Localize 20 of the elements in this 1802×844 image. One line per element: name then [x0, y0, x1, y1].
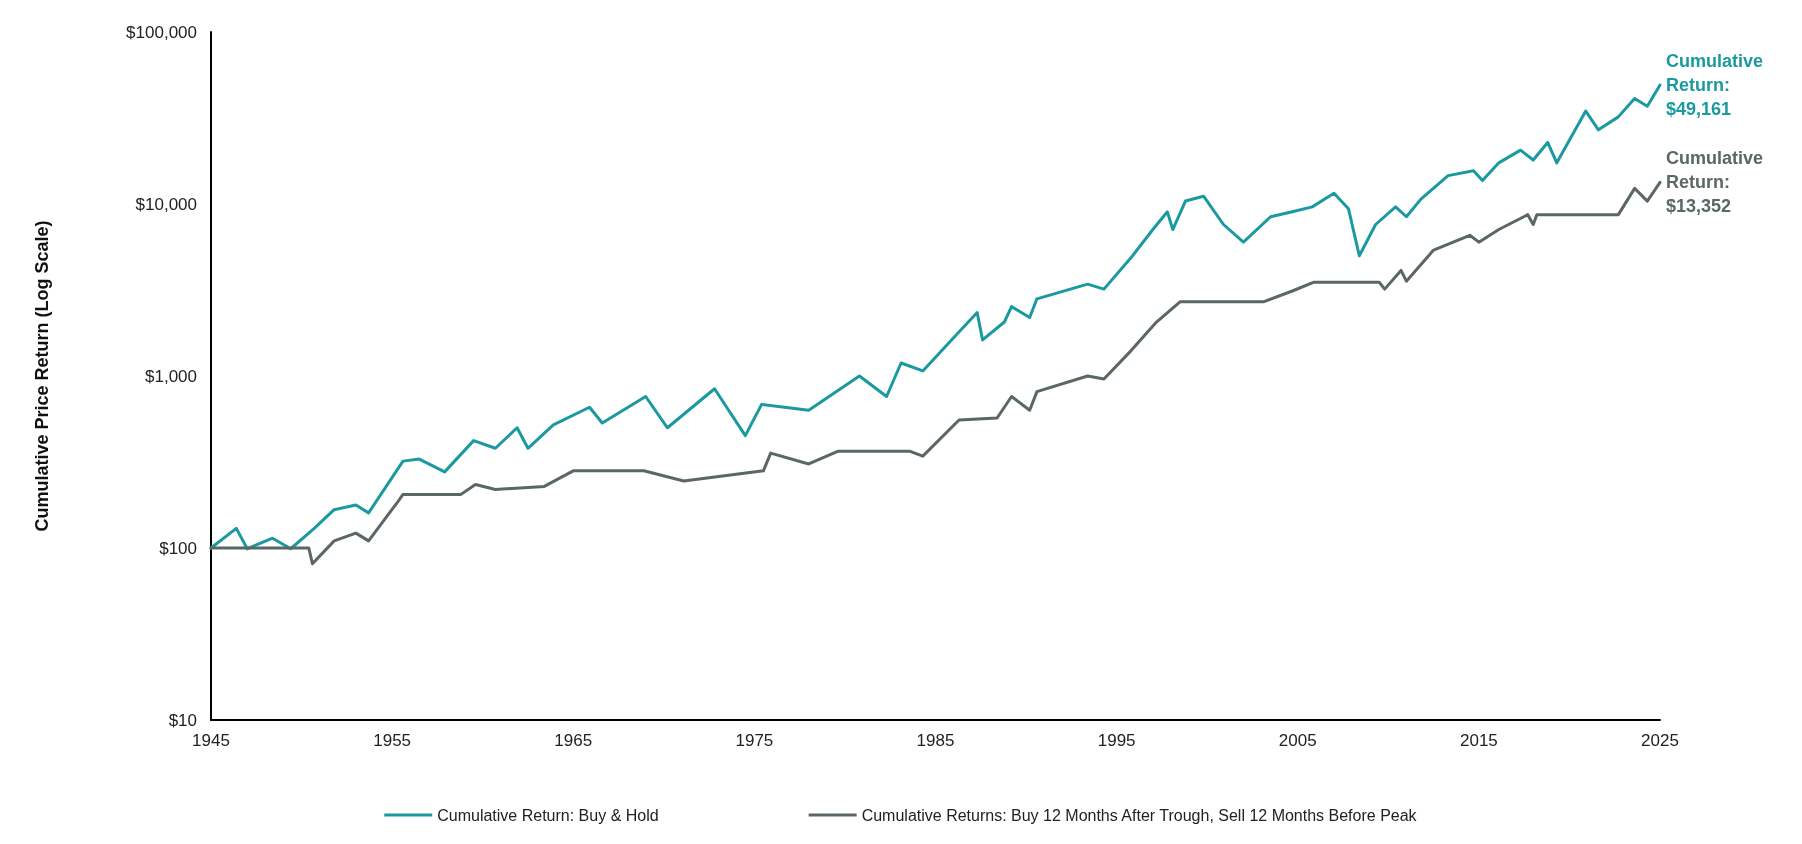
- y-tick-label: $100,000: [126, 22, 197, 42]
- annotation: Cumulative Return: $13,352: [1666, 148, 1764, 217]
- y-tick-label: $10: [168, 710, 197, 730]
- y-tick-label: $100: [159, 538, 197, 558]
- y-tick-label: $10,000: [135, 194, 197, 214]
- x-tick-label: 1985: [916, 731, 955, 750]
- x-tick-label: 1955: [373, 731, 412, 750]
- y-axis-title: Cumulative Price Return (Log Scale): [32, 220, 52, 532]
- x-tick-label: 1965: [554, 731, 593, 750]
- x-tick-label: 1995: [1097, 731, 1136, 750]
- legend-label: Cumulative Returns: Buy 12 Months After Trough, Sell 12 Months Before Peak: [861, 806, 1418, 824]
- annotation: Cumulative Return: $49,161: [1666, 51, 1764, 120]
- line-series: [209, 180, 1662, 566]
- x-tick-label: 1975: [735, 731, 774, 750]
- x-tick-label: 2025: [1641, 731, 1679, 750]
- x-tick-label: 2015: [1459, 731, 1498, 750]
- legend-label: Cumulative Return: Buy & Hold: [437, 806, 659, 824]
- y-tick-label: $1,000: [145, 366, 197, 386]
- x-tick-label: 1945: [192, 731, 230, 750]
- x-tick-label: 2005: [1278, 731, 1317, 750]
